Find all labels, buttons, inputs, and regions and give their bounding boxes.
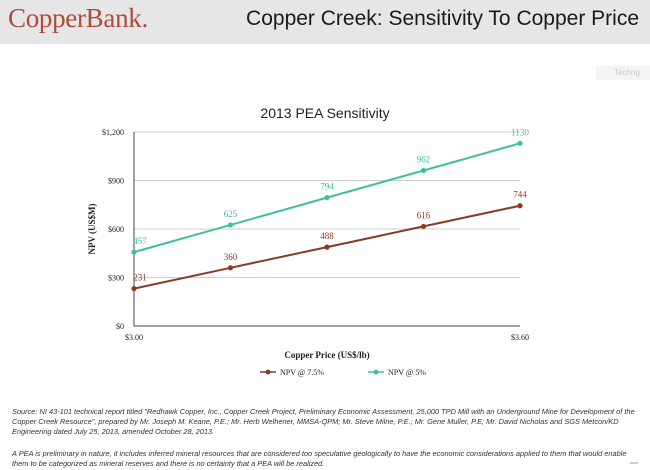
data-point bbox=[227, 222, 234, 228]
data-label: 744 bbox=[513, 190, 527, 200]
data-label: 488 bbox=[320, 231, 334, 241]
page-indicator bbox=[630, 462, 638, 464]
npv-sensitivity-chart: 2013 PEA Sensitivity $0 $300 $600 $900 $1,200… bbox=[87, 105, 529, 377]
data-point bbox=[227, 265, 234, 271]
data-point bbox=[324, 244, 330, 250]
y-tick-label: $0 bbox=[116, 322, 124, 331]
data-label: 625 bbox=[224, 209, 238, 219]
data-point bbox=[131, 249, 137, 255]
data-label: 794 bbox=[320, 182, 334, 192]
data-point bbox=[420, 167, 427, 174]
legend-marker bbox=[265, 369, 271, 375]
y-axis-label: NPV (US$M) bbox=[87, 203, 97, 254]
legend-label: NPV @ 7.5% bbox=[280, 368, 324, 377]
data-label: 962 bbox=[417, 154, 431, 164]
slide-header: CopperBank. Copper Creek: Sensitivity To… bbox=[0, 0, 650, 44]
y-tick-label: $600 bbox=[108, 225, 124, 234]
x-tick-label: $3.60 bbox=[511, 333, 529, 342]
x-tick-label: $3.00 bbox=[125, 333, 143, 342]
data-label: 360 bbox=[224, 252, 238, 262]
company-logo: CopperBank. bbox=[8, 3, 148, 33]
legend-marker bbox=[373, 369, 379, 375]
y-tick-label: $300 bbox=[108, 274, 124, 283]
corner-watermark: Techng bbox=[596, 66, 650, 80]
x-axis-label: Copper Price (US$/lb) bbox=[284, 350, 369, 360]
data-label: 1130 bbox=[511, 127, 529, 137]
data-point bbox=[324, 195, 330, 201]
pea-disclaimer: A PEA is preliminary in nature, it inclu… bbox=[12, 449, 627, 468]
source-footnote: Source: NI 43-101 technical report title… bbox=[12, 407, 635, 436]
y-tick-label: $900 bbox=[108, 177, 124, 186]
y-tick-label: $1,200 bbox=[102, 128, 124, 137]
data-point bbox=[517, 140, 523, 146]
chart-title: 2013 PEA Sensitivity bbox=[260, 105, 389, 121]
legend-label: NPV @ 5% bbox=[388, 368, 426, 377]
data-label: 616 bbox=[417, 210, 431, 220]
slide-title: Copper Creek: Sensitivity To Copper Pric… bbox=[246, 7, 639, 30]
data-point bbox=[131, 286, 137, 292]
data-label: 457 bbox=[133, 236, 147, 246]
data-point bbox=[420, 223, 427, 230]
data-label: 231 bbox=[133, 273, 147, 283]
data-point bbox=[517, 203, 523, 209]
